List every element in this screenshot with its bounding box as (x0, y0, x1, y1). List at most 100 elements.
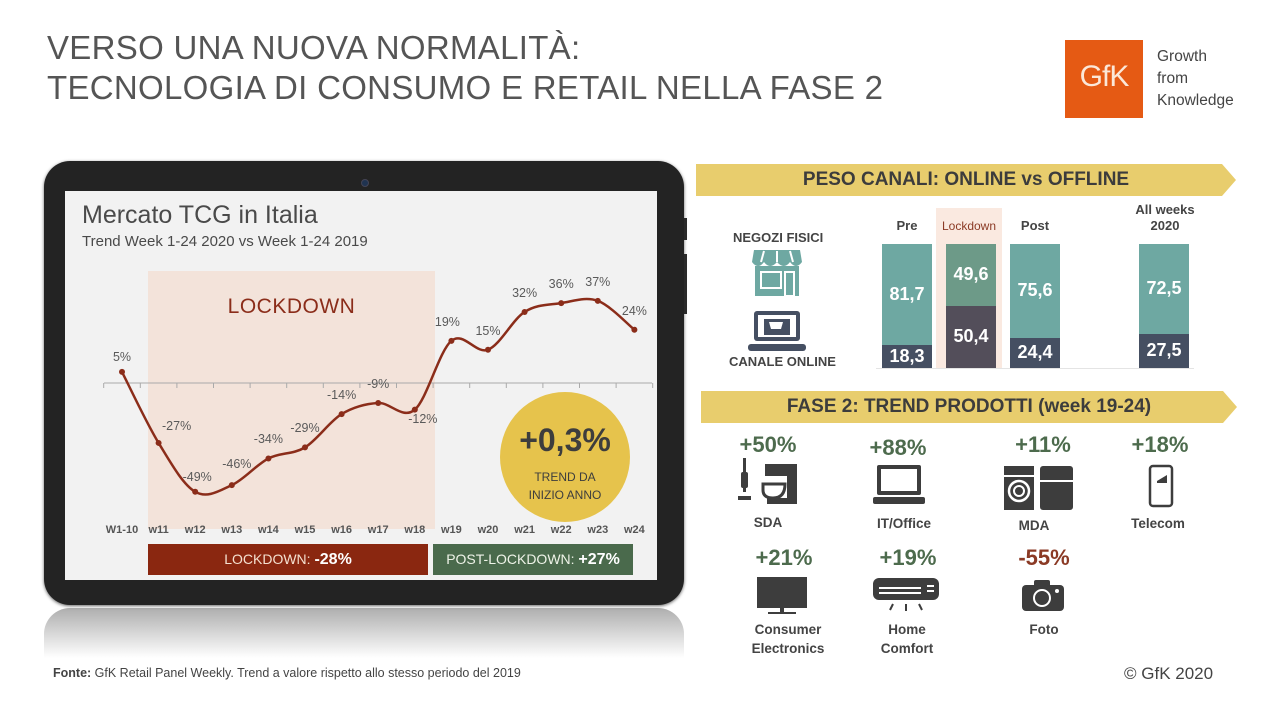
bar-lockdown-offline: 49,6 (946, 244, 996, 306)
product-name-home-comfort: Home Comfort (881, 620, 934, 658)
point-label: -14% (327, 388, 357, 403)
lockdown-summary-value: -28% (314, 551, 352, 568)
point-label: -46% (222, 457, 252, 472)
source-text: GfK Retail Panel Weekly. Trend a valore … (91, 666, 521, 680)
x-axis-tick-label: w17 (367, 524, 389, 536)
product-value-foto: -55% (1018, 545, 1070, 570)
page-title: VERSO UNA NUOVA NORMALITÀ: TECNOLOGIA DI… (47, 28, 883, 108)
tablet-camera-icon (361, 179, 369, 187)
home-comfort-line-1: Home (888, 622, 926, 637)
point-label: 24% (621, 303, 647, 318)
x-axis-tick-label: w13 (221, 524, 243, 536)
caption-line-1: TREND DA (534, 470, 596, 484)
products-section-header: FASE 2: TREND PRODOTTI (week 19-24) (701, 391, 1237, 423)
consumer-electronics-line-1: Consumer (754, 622, 822, 637)
home-comfort-line-2: Comfort (880, 641, 934, 656)
caption-line-2: INIZIO ANNO (528, 488, 602, 502)
tv-icon (757, 577, 807, 614)
product-value-telecom: +18% (1131, 432, 1189, 457)
lockdown-shaded-region (148, 271, 435, 529)
gfk-logo: GfK (1065, 40, 1143, 118)
online-laptop-cart-icon (748, 311, 806, 351)
stacked-bar-pre: 81,7 18,3 (882, 244, 932, 368)
point-label: 19% (434, 314, 460, 329)
title-line-1: VERSO UNA NUOVA NORMALITÀ: (47, 29, 581, 66)
chart-title: Mercato TCG in Italia (82, 201, 318, 229)
tablet-side-button (684, 218, 687, 240)
post-lockdown-summary-value: +27% (578, 551, 620, 568)
product-value-consumer-electronics: +21% (755, 545, 813, 570)
all-weeks-line-2: 2020 (1150, 218, 1180, 233)
source-note: Fonte: GfK Retail Panel Weekly. Trend a … (53, 666, 521, 680)
copyright: © GfK 2020 (1124, 664, 1214, 683)
lockdown-summary-label: LOCKDOWN: (224, 551, 315, 567)
x-axis-tick-label: w24 (623, 524, 645, 536)
bar-pre-offline: 81,7 (882, 244, 932, 346)
product-value-it-office: +88% (869, 435, 927, 460)
post-lockdown-summary-label: POST-LOCKDOWN: (446, 551, 579, 567)
x-axis-tick-label: w23 (587, 524, 609, 536)
ytd-trend-caption: TREND DA INIZIO ANNO (500, 468, 630, 504)
x-axis-tick-label: w19 (440, 524, 462, 536)
store-icon (752, 250, 802, 297)
point-label: 36% (548, 277, 574, 292)
ytd-trend-value: +0,3% (519, 422, 611, 458)
x-axis-tick-label: w22 (550, 524, 572, 536)
point-label: -27% (162, 418, 192, 433)
tagline: Growth from Knowledge (1157, 46, 1234, 112)
bars-baseline (876, 368, 1194, 369)
stacked-bar-post: 75,6 24,4 (1010, 244, 1060, 368)
offline-channel-label: NEGOZI FISICI (733, 230, 824, 245)
vacuum-mixer-icon (738, 458, 797, 504)
washer-fridge-icon (1004, 466, 1073, 510)
bar-lockdown-online: 50,4 (946, 305, 996, 368)
bar-post-online: 24,4 (1010, 337, 1060, 368)
product-name-sda: SDA (753, 515, 783, 530)
laptop-icon (873, 465, 925, 504)
product-name-foto: Foto (1029, 622, 1059, 637)
x-axis-tick-label: w18 (404, 524, 426, 536)
post-lockdown-summary-bar: POST-LOCKDOWN: +27% (433, 544, 633, 575)
source-label: Fonte: (53, 666, 92, 680)
channels-section-header: PESO CANALI: ONLINE vs OFFLINE (696, 164, 1236, 196)
point-label: 32% (512, 285, 538, 300)
lockdown-region-label: LOCKDOWN (227, 295, 356, 318)
stacked-bar-lockdown: 49,6 50,4 (946, 244, 996, 368)
tagline-line-2: from (1157, 70, 1188, 87)
x-axis-tick-label: w11 (148, 524, 169, 536)
lockdown-summary-bar: LOCKDOWN: -28% (148, 544, 428, 575)
column-header-all-weeks: All weeks 2020 (1130, 202, 1200, 234)
point-label: -34% (253, 432, 283, 447)
bar-post-offline: 75,6 (1010, 244, 1060, 338)
online-channel-label: CANALE ONLINE (729, 354, 836, 369)
consumer-electronics-line-2: Electronics (751, 641, 825, 656)
tablet-volume-button (684, 254, 687, 314)
point-label: 15% (475, 323, 501, 338)
bar-all-offline: 72,5 (1139, 244, 1189, 334)
product-name-it-office: IT/Office (876, 516, 932, 531)
point-label: -29% (290, 421, 320, 436)
point-label: -49% (182, 469, 212, 484)
product-name-consumer-electronics: Consumer Electronics (752, 620, 825, 658)
x-axis-tick-label: w21 (514, 524, 535, 536)
product-value-home-comfort: +19% (879, 545, 937, 570)
x-axis-tick-label: w15 (294, 524, 316, 536)
product-value-mda: +11% (1015, 432, 1071, 457)
product-name-telecom: Telecom (1131, 516, 1185, 531)
point-label: -12% (408, 411, 438, 426)
point-label: 5% (112, 349, 132, 364)
column-header-pre: Pre (896, 218, 918, 233)
column-header-post: Post (1020, 218, 1050, 233)
smartphone-icon (1148, 464, 1174, 508)
point-label: 37% (585, 274, 611, 289)
chart-subtitle: Trend Week 1-24 2020 vs Week 1-24 2019 (82, 233, 368, 250)
bar-all-online: 27,5 (1139, 333, 1189, 368)
camera-icon (1022, 580, 1064, 611)
x-axis-tick-label: w20 (477, 524, 499, 536)
all-weeks-line-1: All weeks (1135, 202, 1195, 217)
product-value-sda: +50% (739, 432, 797, 457)
tablet-reflection (44, 608, 684, 658)
x-axis-tick-label: w16 (331, 524, 352, 536)
x-axis-tick-label: w12 (184, 524, 206, 536)
